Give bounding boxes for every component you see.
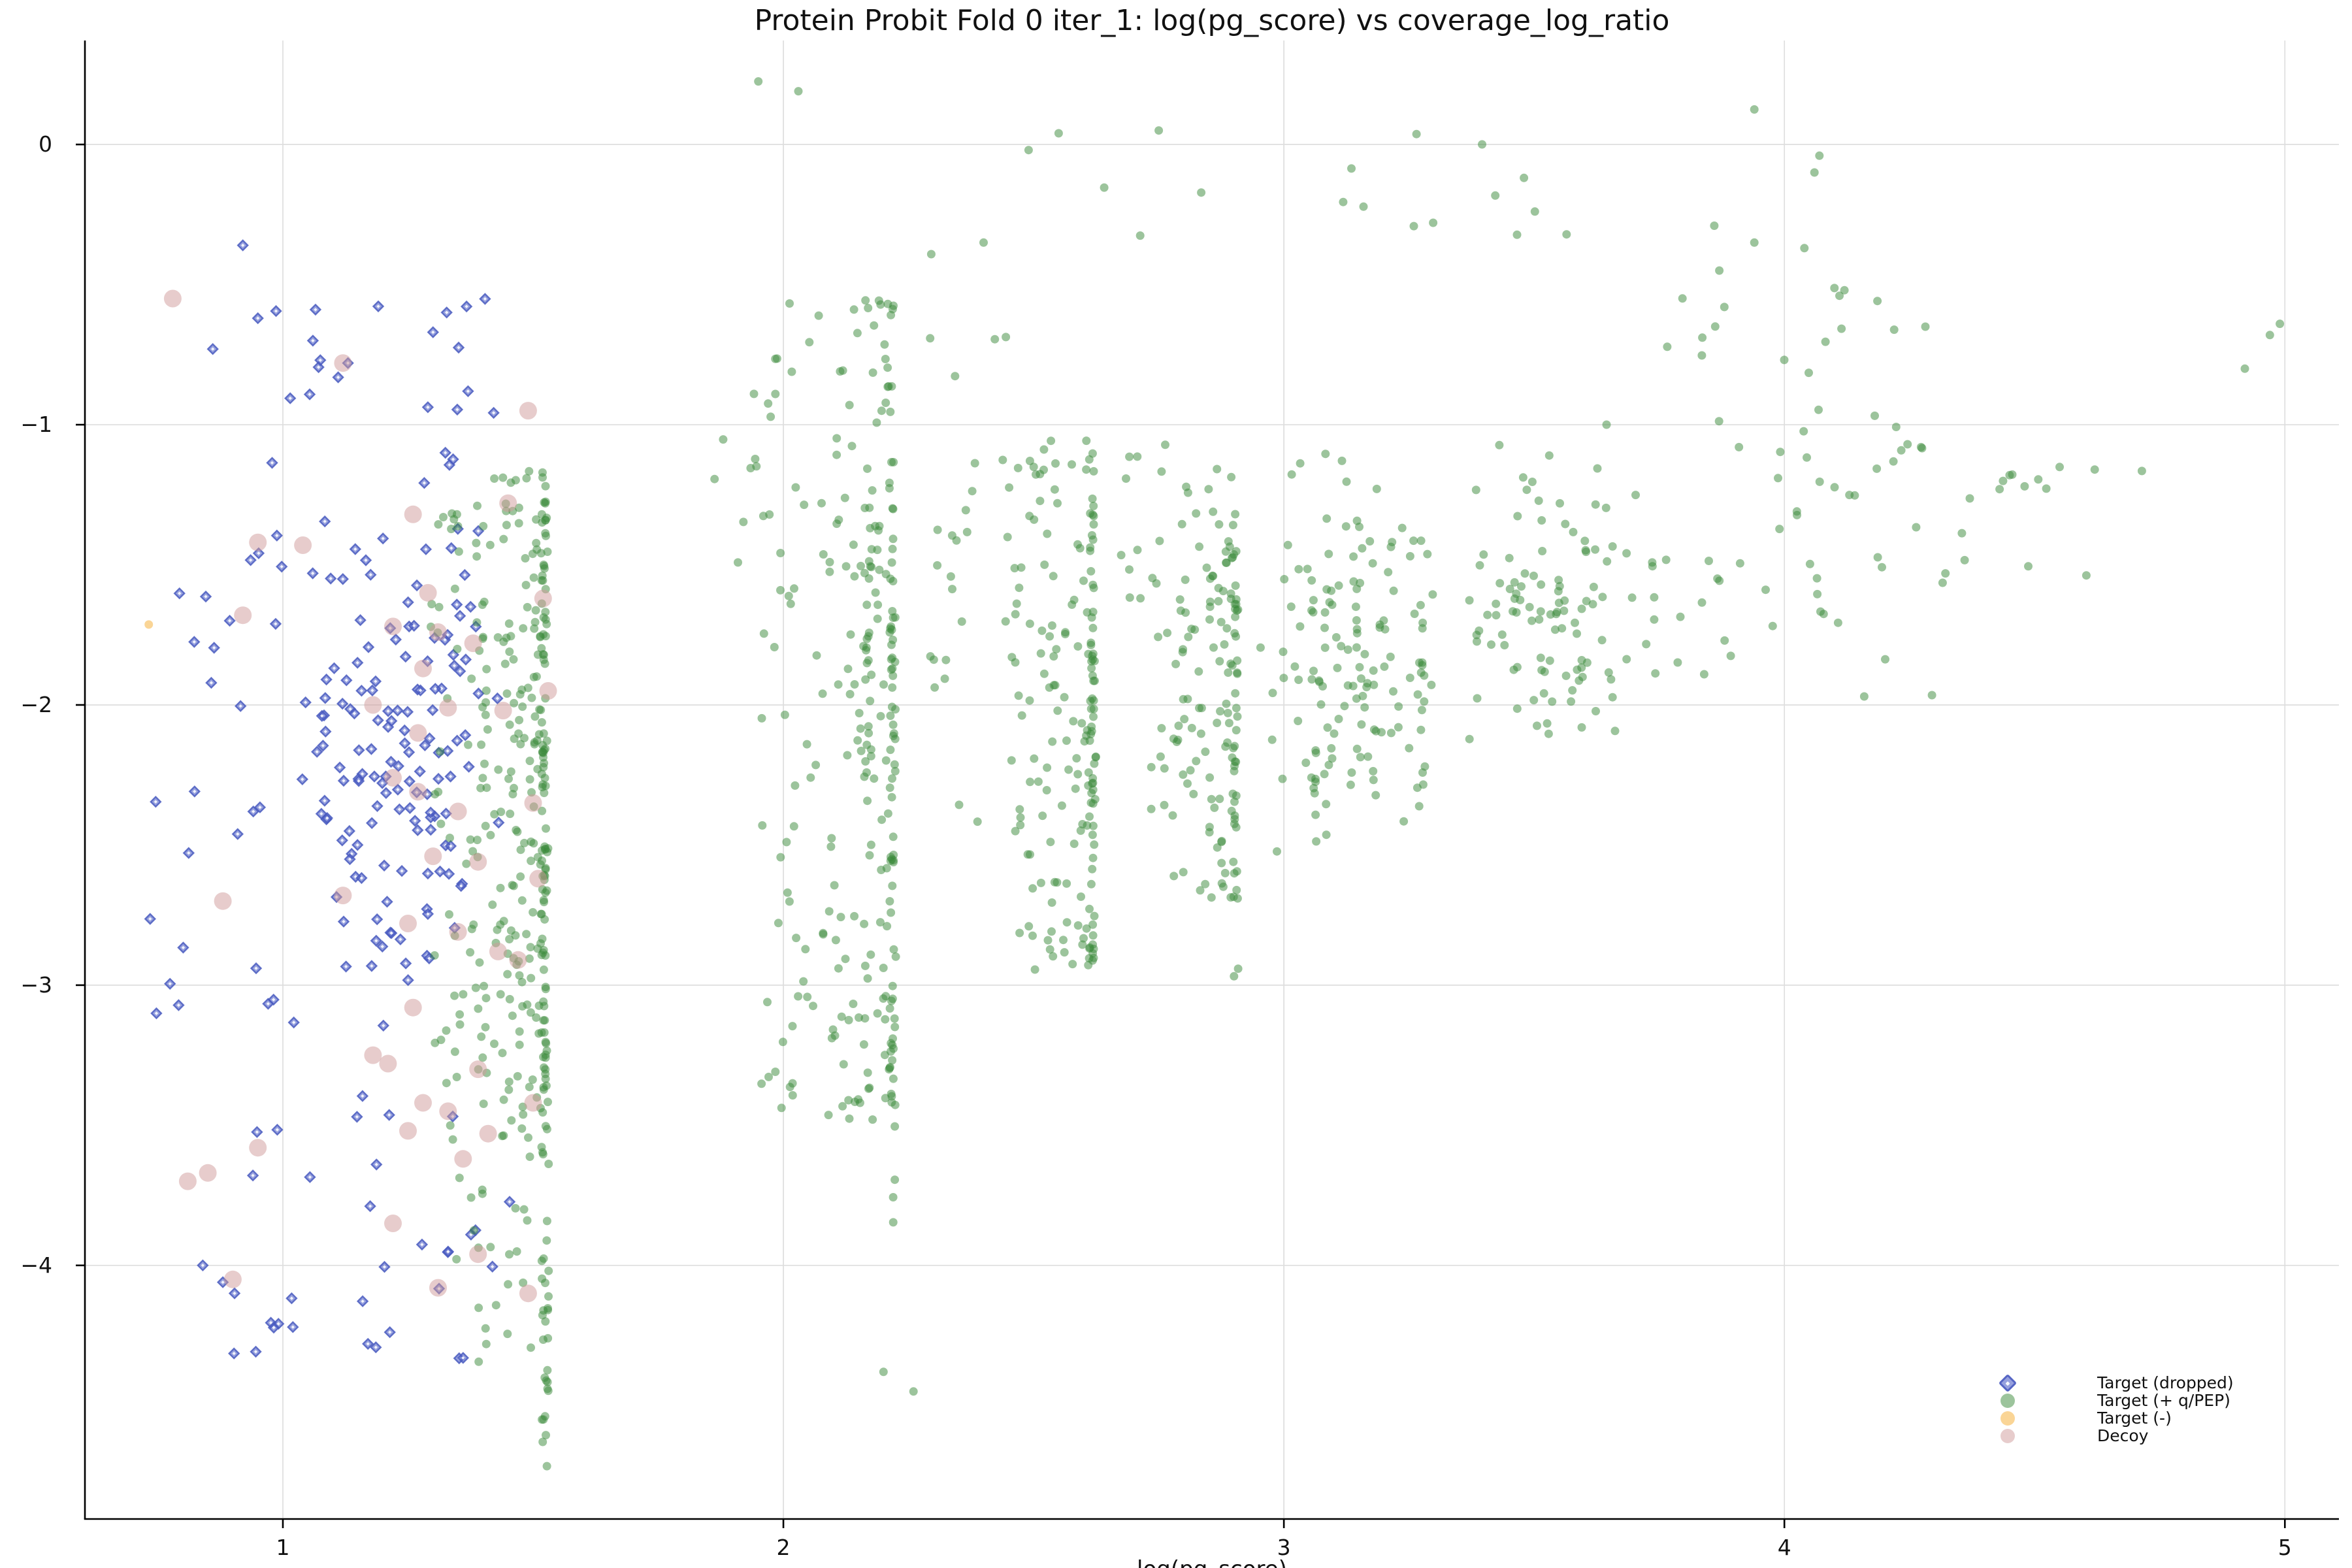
x-axis-label: log(pg_score) (85, 1556, 2339, 1568)
legend: Target (dropped) Target (+ q/PEP) Target… (1998, 1373, 2234, 1445)
y-tick-label: −3 (20, 972, 52, 998)
circle-marker-icon (2001, 1411, 2015, 1426)
y-tick-label: −2 (20, 692, 52, 717)
legend-item-decoy: Decoy (1998, 1427, 2234, 1445)
circle-marker-icon (2001, 1393, 2015, 1408)
gridlines (85, 41, 2339, 1519)
x-tick-label: 1 (276, 1535, 289, 1560)
series-decoy (163, 289, 557, 1303)
legend-label: Target (dropped) (2097, 1373, 2234, 1392)
legend-label: Decoy (2097, 1426, 2149, 1445)
x-tick-label: 2 (777, 1535, 791, 1560)
tick-marks (76, 143, 2286, 1528)
legend-item-target-dropped: Target (dropped) (1998, 1373, 2234, 1392)
chart-title: Protein Probit Fold 0 iter_1: log(pg_sco… (754, 4, 1670, 37)
legend-item-target-minus: Target (-) (1998, 1409, 2234, 1427)
diamond-marker-icon (1998, 1373, 2017, 1392)
axes-spines (84, 41, 2339, 1520)
legend-label: Target (-) (2097, 1409, 2172, 1428)
y-tick-label: −1 (20, 412, 52, 437)
series-target-dropped (144, 239, 515, 1364)
series-target (144, 620, 154, 629)
tick-labels: 1 2 3 4 5 0 −1 −2 −3 −4 (20, 131, 2291, 1560)
circle-marker-icon (2001, 1428, 2015, 1443)
y-tick-label: −4 (20, 1252, 52, 1278)
x-tick-label: 3 (1277, 1535, 1291, 1560)
diamond-center-dot (2005, 1380, 2010, 1386)
series-target-q-pep (427, 77, 2285, 1471)
x-tick-label: 5 (2278, 1535, 2292, 1560)
legend-item-target-qpep: Target (+ q/PEP) (1998, 1392, 2234, 1409)
legend-label: Target (+ q/PEP) (2097, 1391, 2230, 1410)
y-tick-label: 0 (39, 131, 52, 157)
x-tick-label: 4 (1778, 1535, 1791, 1560)
